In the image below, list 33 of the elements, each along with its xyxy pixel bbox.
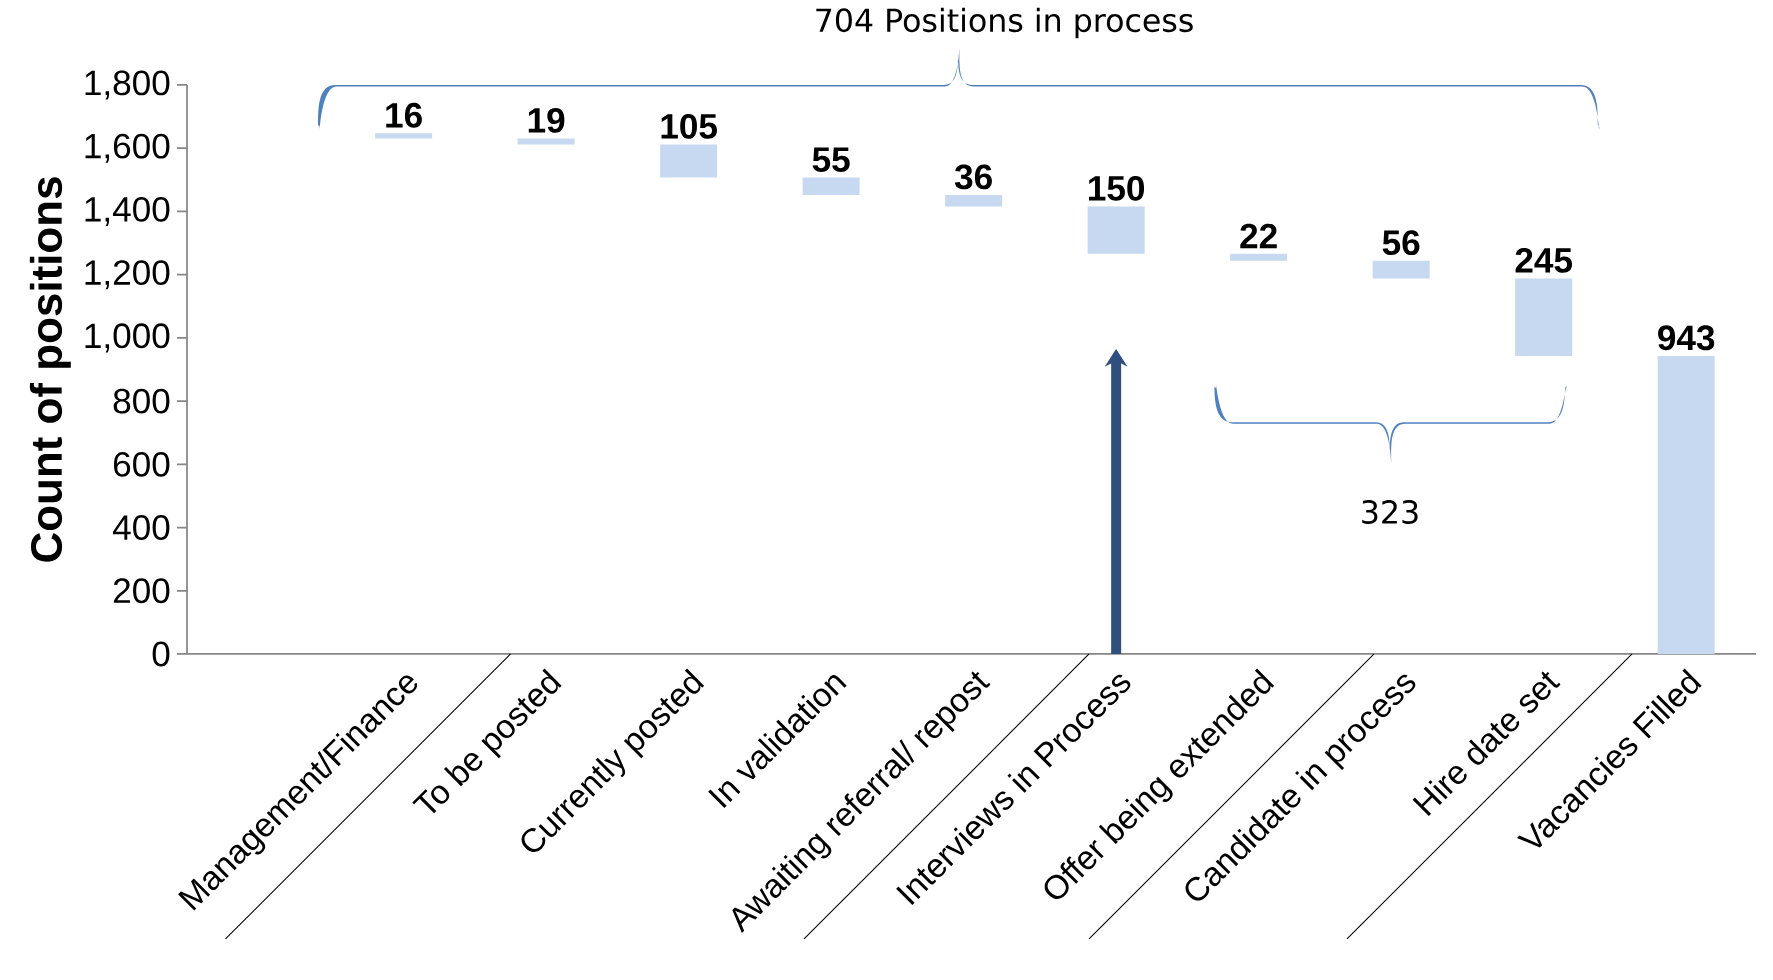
data-label: 16	[386, 102, 422, 128]
y-tick-label: 1,000	[85, 323, 170, 353]
y-tick-label: 600	[113, 451, 170, 477]
data-label: 22	[1240, 223, 1277, 249]
data-label: 55	[812, 147, 850, 172]
bar	[1657, 355, 1715, 654]
y-tick-label: 1,600	[85, 133, 170, 163]
y-axis-title: Count of positions	[29, 177, 71, 562]
y-tick-label: 1,400	[85, 196, 170, 226]
bar	[1515, 278, 1573, 356]
data-label: 150	[1089, 175, 1145, 201]
annotation: 323	[1362, 500, 1418, 524]
bar	[517, 138, 575, 145]
y-tick-label: 400	[112, 515, 170, 540]
text: 704 Positions in process	[816, 7, 1193, 39]
bar	[1372, 260, 1430, 279]
y-tick-label: 200	[113, 578, 170, 604]
data-label: 943	[1658, 325, 1715, 351]
data-label: 105	[661, 113, 717, 139]
y-tick-label: 1,200	[85, 260, 170, 290]
bar	[1230, 253, 1288, 261]
y-tick-label: 1,800	[85, 70, 170, 100]
data-label: 19	[528, 107, 565, 133]
data-label: 36	[954, 164, 992, 190]
bar	[802, 177, 860, 195]
bar	[660, 144, 718, 178]
y-tick-label: 800	[113, 388, 170, 414]
data-label: 245	[1515, 247, 1573, 273]
bar	[375, 133, 433, 139]
bar	[1087, 206, 1145, 254]
bar	[945, 195, 1003, 207]
y-tick-label: 0	[152, 641, 170, 667]
data-label: 56	[1382, 230, 1420, 256]
